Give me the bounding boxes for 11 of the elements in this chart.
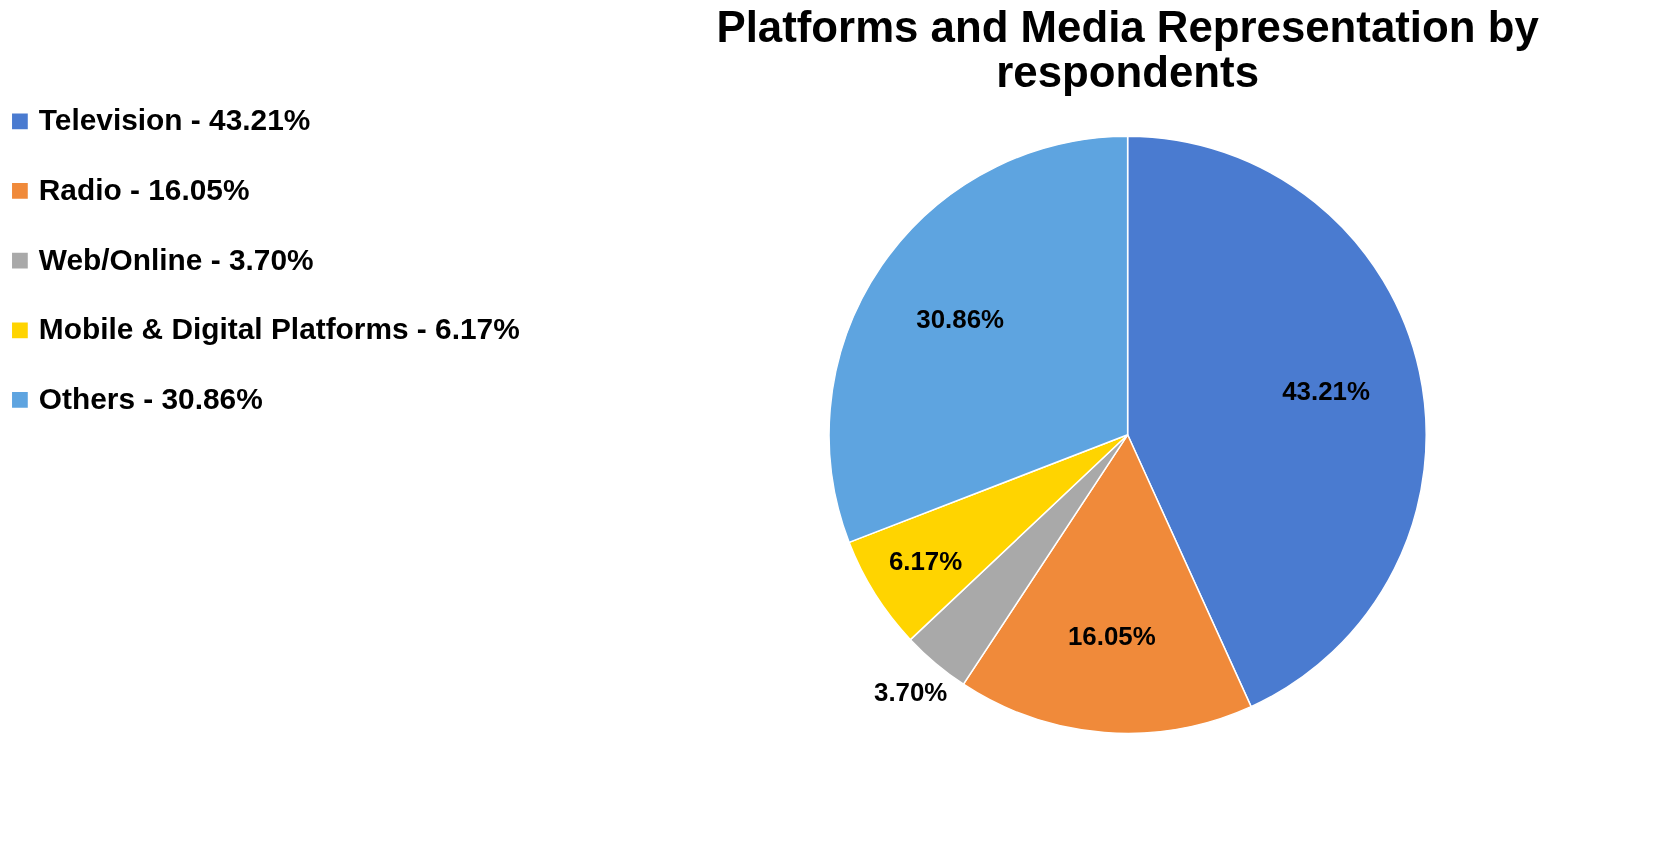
legend-label: Radio - 16.05% <box>38 172 250 206</box>
legend-label: Others - 30.86% <box>38 381 263 415</box>
chart-title: Platforms and Media Representation by respondents <box>716 1 1540 97</box>
legend-label: Mobile & Digital Platforms - 6.17% <box>38 312 520 346</box>
legend-label: Television - 43.21% <box>38 103 311 137</box>
data-label: 43.21% <box>1282 376 1370 405</box>
data-label: 16.05% <box>1067 622 1156 651</box>
data-label: 3.70% <box>874 678 948 707</box>
data-label: 30.86% <box>916 304 1005 333</box>
data-label: 6.17% <box>888 547 963 576</box>
legend-label: Web/Online - 3.70% <box>38 242 314 276</box>
